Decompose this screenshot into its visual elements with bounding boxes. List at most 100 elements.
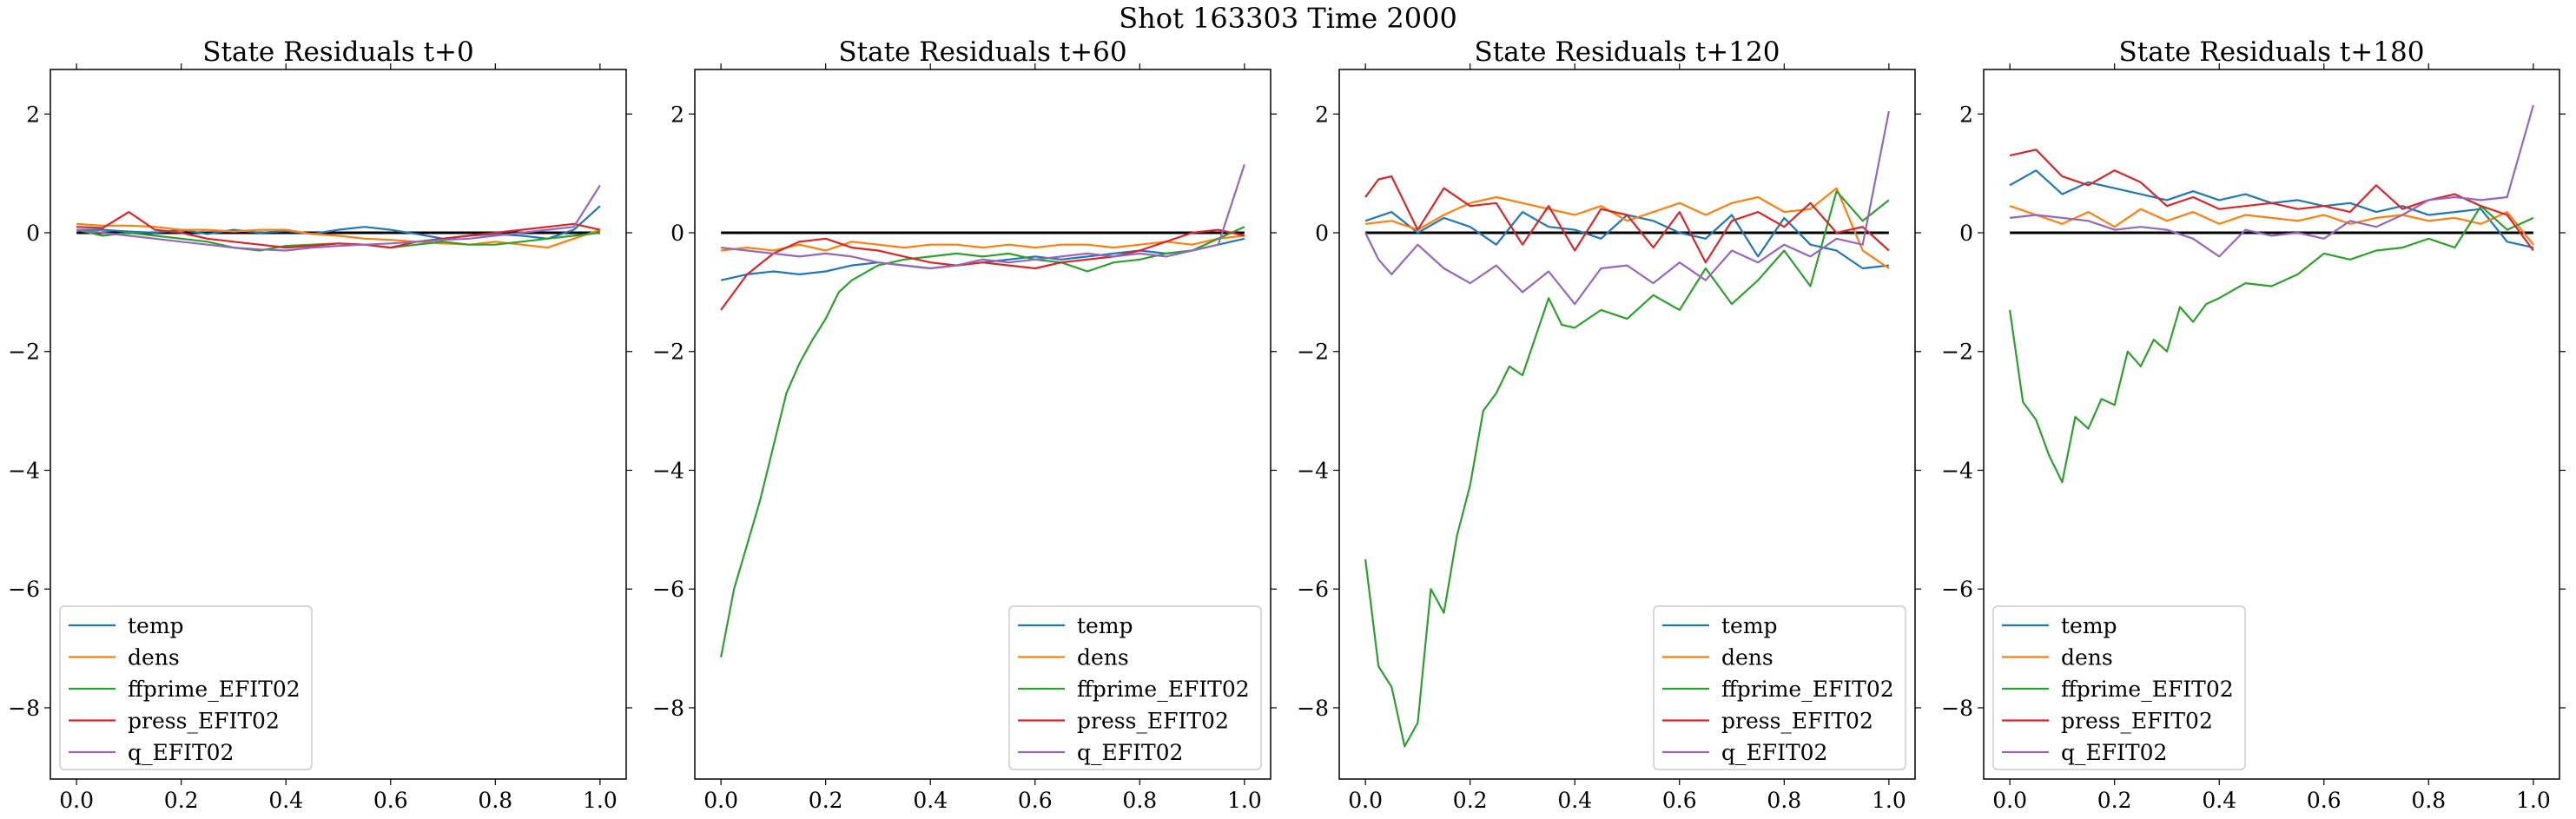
- y-tick-label: −6: [652, 577, 684, 602]
- x-tick-label: 0.2: [809, 788, 843, 813]
- chart-panel-1: State Residuals t+0 2 0 −2 −4 −6 −8 0.0 0.2 0.4 0.…: [8, 36, 632, 813]
- legend-label: press_EFIT02: [1077, 709, 1229, 734]
- y-tick-label: 0: [670, 221, 684, 246]
- y-tick-label: −2: [1941, 340, 1973, 365]
- series-line-q-efit02: [1364, 110, 1890, 306]
- y-tick-label: −8: [1297, 696, 1329, 721]
- series-line-press-efit02: [2009, 149, 2534, 252]
- figure-title: Shot 163303 Time 2000: [1119, 2, 1457, 35]
- plot-frame: [1338, 69, 1916, 780]
- legend-label: press_EFIT02: [128, 709, 280, 734]
- legend-label: temp: [1721, 613, 1778, 638]
- chart-panel-4: State Residuals t+180 2 0 −2 −4 −6 −8 0.0 0.2 0.4…: [1941, 36, 2566, 813]
- chart-title: State Residuals t+180: [2119, 36, 2425, 68]
- x-tick-label: 0.0: [703, 788, 738, 813]
- legend-label: q_EFIT02: [2061, 740, 2167, 765]
- x-tick-label: 0.4: [2202, 788, 2236, 813]
- y-tick-label: −2: [8, 340, 40, 365]
- legend-label: dens: [2061, 645, 2113, 670]
- series-line-q-efit02: [2009, 104, 2534, 258]
- chart-title: State Residuals t+60: [838, 36, 1126, 68]
- y-tick-label: −8: [8, 696, 40, 721]
- chart-panel-2: State Residuals t+60 2 0 −2 −4 −6 −8 0.0 0.2 0.4 0…: [652, 36, 1277, 813]
- y-tick-label: −2: [1297, 340, 1329, 365]
- series-line-press-efit02: [76, 211, 601, 249]
- series-line-press-efit02: [1364, 175, 1890, 264]
- y-tick-label: −8: [1941, 696, 1973, 721]
- y-tick-label: 2: [26, 102, 40, 127]
- legend-label: q_EFIT02: [1721, 740, 1827, 765]
- x-tick-label: 0.8: [478, 788, 512, 813]
- x-tick-label: 1.0: [2516, 788, 2551, 813]
- x-tick-label: 0.6: [1018, 788, 1053, 813]
- legend-box: [1008, 605, 1262, 770]
- legend-label: temp: [2061, 613, 2117, 638]
- legend-box: [1653, 605, 1906, 770]
- y-tick-label: −2: [652, 340, 684, 365]
- x-tick-label: 0.2: [164, 788, 199, 813]
- legend-label: dens: [1077, 645, 1129, 670]
- series-line-dens: [76, 222, 601, 249]
- legend-label: ffprime_EFIT02: [1721, 677, 1894, 702]
- y-tick-label: 2: [1959, 102, 1973, 127]
- y-tick-label: −6: [8, 577, 40, 602]
- x-tick-label: 0.8: [2411, 788, 2446, 813]
- legend-label: q_EFIT02: [128, 740, 234, 765]
- x-tick-label: 0.0: [1992, 788, 2027, 813]
- y-tick-label: 0: [1315, 221, 1329, 246]
- series-line-ffprime-efit02: [2009, 205, 2534, 484]
- series-line-temp: [76, 205, 601, 240]
- x-tick-label: 1.0: [1872, 788, 1906, 813]
- legend-label: ffprime_EFIT02: [1077, 677, 1250, 702]
- legend-label: q_EFIT02: [1077, 740, 1183, 765]
- y-tick-label: 2: [1315, 102, 1329, 127]
- legend-box: [59, 605, 313, 770]
- x-tick-label: 1.0: [1227, 788, 1262, 813]
- x-tick-label: 0.8: [1122, 788, 1157, 813]
- y-tick-label: −4: [1297, 458, 1329, 483]
- series-line-press-efit02: [720, 228, 1245, 311]
- x-tick-label: 0.2: [1453, 788, 1488, 813]
- x-tick-label: 0.2: [2097, 788, 2132, 813]
- x-tick-label: 0.6: [2307, 788, 2342, 813]
- legend: temp dens ffprime_EFIT02 press_EFIT02 q_EFIT…: [59, 605, 313, 770]
- x-tick-label: 0.8: [1767, 788, 1801, 813]
- legend-label: dens: [1721, 645, 1773, 670]
- y-tick-label: −4: [652, 458, 684, 483]
- legend-label: ffprime_EFIT02: [2061, 677, 2234, 702]
- series-line-ffprime-efit02: [1364, 190, 1890, 748]
- legend-label: ffprime_EFIT02: [128, 677, 301, 702]
- y-tick-label: −4: [1941, 458, 1973, 483]
- x-tick-label: 0.0: [59, 788, 94, 813]
- series-line-dens: [720, 234, 1245, 252]
- legend-label: temp: [1077, 613, 1133, 638]
- y-tick-label: 0: [26, 221, 40, 246]
- legend-label: dens: [128, 645, 180, 670]
- legend: temp dens ffprime_EFIT02 press_EFIT02 q_EFIT…: [1992, 605, 2246, 770]
- y-tick-label: 2: [670, 102, 684, 127]
- x-tick-label: 0.0: [1348, 788, 1383, 813]
- series-line-q-efit02: [76, 184, 601, 252]
- chart-title: State Residuals t+0: [202, 36, 473, 68]
- legend-label: press_EFIT02: [2061, 709, 2213, 734]
- x-tick-label: 0.6: [373, 788, 408, 813]
- series-line-q-efit02: [720, 164, 1245, 270]
- legend-label: press_EFIT02: [1721, 709, 1873, 734]
- y-tick-label: −8: [652, 696, 684, 721]
- series-line-ffprime-efit02: [720, 226, 1245, 658]
- x-tick-label: 0.4: [913, 788, 948, 813]
- x-tick-label: 1.0: [583, 788, 618, 813]
- plot-frame: [1983, 69, 2560, 780]
- legend-label: temp: [128, 613, 184, 638]
- legend-box: [1992, 605, 2246, 770]
- chart-title: State Residuals t+120: [1475, 36, 1780, 68]
- plot-frame: [694, 69, 1271, 780]
- y-tick-label: −4: [8, 458, 40, 483]
- y-tick-label: −6: [1941, 577, 1973, 602]
- plot-frame: [50, 69, 627, 780]
- y-tick-label: 0: [1959, 221, 1973, 246]
- x-tick-label: 0.4: [268, 788, 303, 813]
- legend: temp dens ffprime_EFIT02 press_EFIT02 q_EFIT…: [1653, 605, 1906, 770]
- chart-panel-3: State Residuals t+120 2 0 −2 −4 −6 −8 0.0 0.2 0.4…: [1297, 36, 1921, 813]
